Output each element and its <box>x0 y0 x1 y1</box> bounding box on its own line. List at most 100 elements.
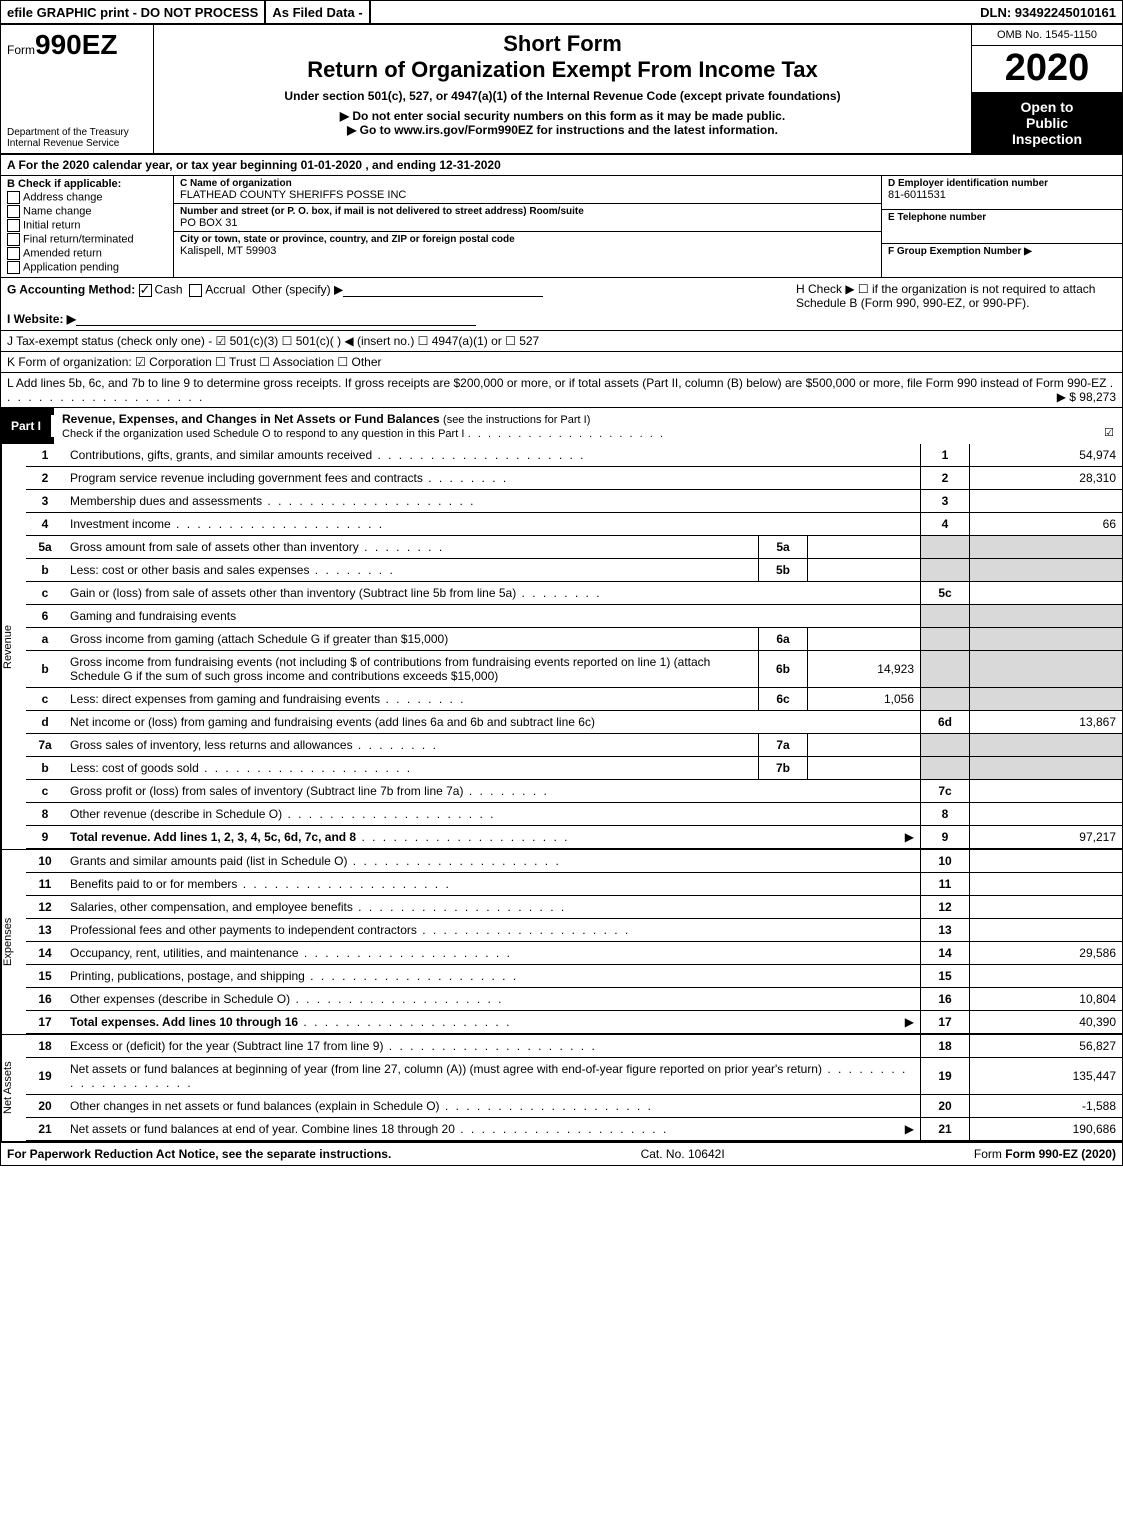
l21-desc: Net assets or fund balances at end of ye… <box>70 1122 455 1136</box>
city-label: City or town, state or province, country… <box>180 234 875 245</box>
accounting-method: G Accounting Method: Cash Accrual Other … <box>7 282 784 297</box>
part-title: Revenue, Expenses, and Changes in Net As… <box>54 408 1122 444</box>
l19-desc: Net assets or fund balances at beginning… <box>70 1062 822 1076</box>
l2-desc: Program service revenue including govern… <box>70 471 423 485</box>
g-label: G Accounting Method: <box>7 282 135 296</box>
name-label: C Name of organization <box>180 178 875 189</box>
netassets-section: Net Assets 18 Excess or (deficit) for th… <box>1 1035 1122 1143</box>
revenue-section: Revenue 1 Contributions, gifts, grants, … <box>1 444 1122 850</box>
cash-label: Cash <box>155 282 183 296</box>
dln-label: DLN: 93492245010161 <box>974 5 1122 20</box>
footer-right: Form Form 990-EZ (2020) <box>974 1147 1116 1161</box>
line-21: 21 Net assets or fund balances at end of… <box>26 1117 1122 1140</box>
chk-address-label: Address change <box>23 191 103 203</box>
line-6d: d Net income or (loss) from gaming and f… <box>26 710 1122 733</box>
part-tab: Part I <box>1 415 54 437</box>
chk-name[interactable]: Name change <box>7 205 167 218</box>
line-6b: b Gross income from fundraising events (… <box>26 650 1122 687</box>
form-number: Form990EZ <box>7 29 147 61</box>
form-prefix: Form <box>7 43 35 57</box>
dept-line1: Department of the Treasury <box>7 127 147 138</box>
l7a-desc: Gross sales of inventory, less returns a… <box>70 738 353 752</box>
line-7a: 7a Gross sales of inventory, less return… <box>26 733 1122 756</box>
chk-amended-label: Amended return <box>23 247 102 259</box>
chk-pending-label: Application pending <box>23 261 119 273</box>
chk-initial-label: Initial return <box>23 219 80 231</box>
website-input[interactable] <box>76 311 476 326</box>
l21-arrow: ▶ <box>905 1122 914 1136</box>
chk-final[interactable]: Final return/terminated <box>7 233 167 246</box>
under-section: Under section 501(c), 527, or 4947(a)(1)… <box>160 89 965 103</box>
l3-desc: Membership dues and assessments <box>70 494 262 508</box>
l-arrow: ▶ $ 98,273 <box>1057 390 1116 404</box>
line-16: 16 Other expenses (describe in Schedule … <box>26 987 1122 1010</box>
line-17: 17 Total expenses. Add lines 10 through … <box>26 1010 1122 1033</box>
l1-desc: Contributions, gifts, grants, and simila… <box>70 448 372 462</box>
l7b-desc: Less: cost of goods sold <box>70 761 199 775</box>
chk-address[interactable]: Address change <box>7 191 167 204</box>
l6c-desc: Less: direct expenses from gaming and fu… <box>70 692 380 706</box>
line-4: 4 Investment income 4 66 <box>26 512 1122 535</box>
return-title: Return of Organization Exempt From Incom… <box>160 57 965 83</box>
other-input[interactable] <box>343 282 543 297</box>
l10-desc: Grants and similar amounts paid (list in… <box>70 854 347 868</box>
expenses-table: 10 Grants and similar amounts paid (list… <box>26 850 1122 1034</box>
l20-desc: Other changes in net assets or fund bala… <box>70 1099 440 1113</box>
line-2: 2 Program service revenue including gove… <box>26 466 1122 489</box>
footer-right-text: Form 990-EZ (2020) <box>1005 1147 1116 1161</box>
l9-arrow: ▶ <box>905 830 914 844</box>
goto-link[interactable]: ▶ Go to www.irs.gov/Form990EZ for instru… <box>160 123 965 137</box>
ein-label: D Employer identification number <box>888 178 1116 189</box>
open-line1: Open to <box>976 99 1118 115</box>
line-6: 6 Gaming and fundraising events <box>26 604 1122 627</box>
l17-arrow: ▶ <box>905 1015 914 1029</box>
l5b-desc: Less: cost or other basis and sales expe… <box>70 563 309 577</box>
revenue-table: 1 Contributions, gifts, grants, and simi… <box>26 444 1122 849</box>
col-d: D Employer identification number 81-6011… <box>881 176 1122 277</box>
l5c-desc: Gain or (loss) from sale of assets other… <box>70 586 516 600</box>
other-label: Other (specify) ▶ <box>252 282 343 296</box>
org-city: Kalispell, MT 59903 <box>180 245 875 257</box>
grp-label: F Group Exemption Number ▶ <box>888 246 1116 257</box>
line-9: 9 Total revenue. Add lines 1, 2, 3, 4, 5… <box>26 825 1122 848</box>
col-c: C Name of organization FLATHEAD COUNTY S… <box>174 176 881 277</box>
footer-mid: Cat. No. 10642I <box>641 1147 725 1161</box>
street-label: Number and street (or P. O. box, if mail… <box>180 206 875 217</box>
tax-year: 2020 <box>972 46 1122 93</box>
col-b: B Check if applicable: Address change Na… <box>1 176 174 277</box>
l8-desc: Other revenue (describe in Schedule O) <box>70 807 282 821</box>
line-10: 10 Grants and similar amounts paid (list… <box>26 850 1122 873</box>
l17-desc: Total expenses. Add lines 10 through 16 <box>70 1015 298 1029</box>
dept-line2: Internal Revenue Service <box>7 138 147 149</box>
part-1-header: Part I Revenue, Expenses, and Changes in… <box>1 408 1122 444</box>
ein-value: 81-6011531 <box>888 189 1116 201</box>
line-5b: b Less: cost or other basis and sales ex… <box>26 558 1122 581</box>
omb-number: OMB No. 1545-1150 <box>972 25 1122 46</box>
chk-cash[interactable] <box>139 284 152 297</box>
form-990ez-page: efile GRAPHIC print - DO NOT PROCESS As … <box>0 0 1123 1166</box>
topbar: efile GRAPHIC print - DO NOT PROCESS As … <box>1 1 1122 25</box>
l16-desc: Other expenses (describe in Schedule O) <box>70 992 290 1006</box>
warn-ssn: ▶ Do not enter social security numbers o… <box>160 109 965 123</box>
open-line3: Inspection <box>976 131 1118 147</box>
expenses-section: Expenses 10 Grants and similar amounts p… <box>1 850 1122 1035</box>
efile-label: efile GRAPHIC print - DO NOT PROCESS <box>1 1 264 23</box>
line-5c: c Gain or (loss) from sale of assets oth… <box>26 581 1122 604</box>
line-13: 13 Professional fees and other payments … <box>26 918 1122 941</box>
chk-accrual[interactable] <box>189 284 202 297</box>
netassets-table: 18 Excess or (deficit) for the year (Sub… <box>26 1035 1122 1141</box>
chk-initial[interactable]: Initial return <box>7 219 167 232</box>
chk-pending[interactable]: Application pending <box>7 261 167 274</box>
line-6c: c Less: direct expenses from gaming and … <box>26 687 1122 710</box>
part-dots <box>468 428 665 440</box>
line-18: 18 Excess or (deficit) for the year (Sub… <box>26 1035 1122 1058</box>
footer-left: For Paperwork Reduction Act Notice, see … <box>7 1147 391 1161</box>
line-11: 11 Benefits paid to or for members 11 <box>26 872 1122 895</box>
asfiled-label: As Filed Data - <box>264 1 370 23</box>
line-19: 19 Net assets or fund balances at beginn… <box>26 1057 1122 1094</box>
chk-amended[interactable]: Amended return <box>7 247 167 260</box>
open-inspection: Open to Public Inspection <box>972 93 1122 153</box>
row-j: J Tax-exempt status (check only one) - ☑… <box>1 331 1122 352</box>
chk-final-label: Final return/terminated <box>23 233 134 245</box>
footer: For Paperwork Reduction Act Notice, see … <box>1 1143 1122 1165</box>
